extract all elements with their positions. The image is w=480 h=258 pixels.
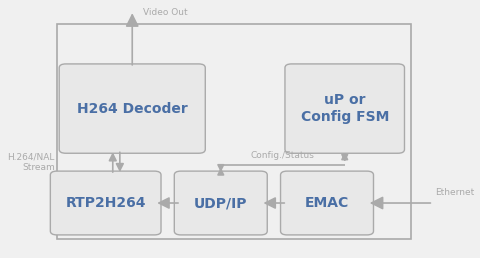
Text: Config./Status: Config./Status (251, 151, 315, 160)
FancyBboxPatch shape (285, 64, 405, 153)
Text: RTP2H264: RTP2H264 (65, 196, 146, 210)
FancyBboxPatch shape (50, 171, 161, 235)
Text: H.264/NAL
Stream: H.264/NAL Stream (7, 152, 55, 172)
Text: Ethernet: Ethernet (435, 188, 475, 197)
FancyBboxPatch shape (174, 171, 267, 235)
Text: EMAC: EMAC (305, 196, 349, 210)
Text: H264 Decoder: H264 Decoder (77, 102, 188, 116)
Text: Video Out: Video Out (144, 8, 188, 17)
Text: UDP/IP: UDP/IP (194, 196, 248, 210)
FancyBboxPatch shape (280, 171, 373, 235)
Text: uP or
Config FSM: uP or Config FSM (300, 93, 389, 124)
FancyBboxPatch shape (57, 24, 411, 239)
FancyBboxPatch shape (59, 64, 205, 153)
